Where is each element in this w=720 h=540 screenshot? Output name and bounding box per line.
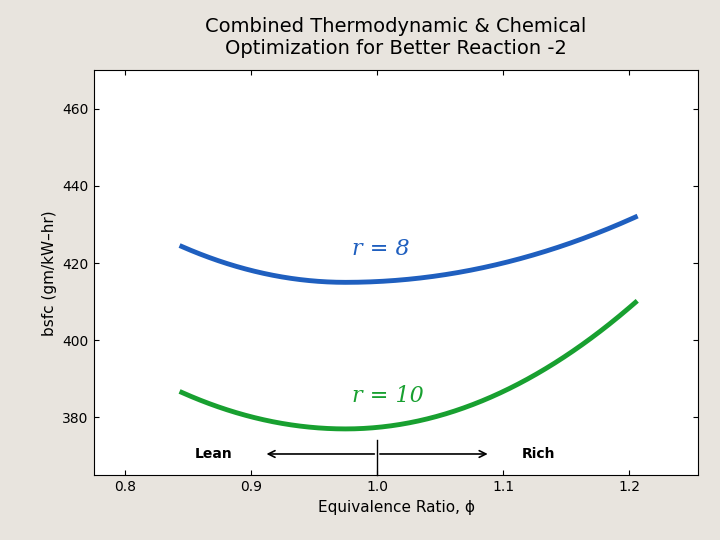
- Y-axis label: bsfc (gm/kW–hr): bsfc (gm/kW–hr): [42, 210, 57, 335]
- Title: Combined Thermodynamic & Chemical
Optimization for Better Reaction -2: Combined Thermodynamic & Chemical Optimi…: [205, 17, 587, 58]
- Text: Lean: Lean: [194, 447, 232, 461]
- X-axis label: Equivalence Ratio, ϕ: Equivalence Ratio, ϕ: [318, 500, 474, 515]
- Text: r = 10: r = 10: [352, 385, 423, 407]
- Text: Rich: Rich: [522, 447, 556, 461]
- Text: r = 8: r = 8: [352, 238, 410, 260]
